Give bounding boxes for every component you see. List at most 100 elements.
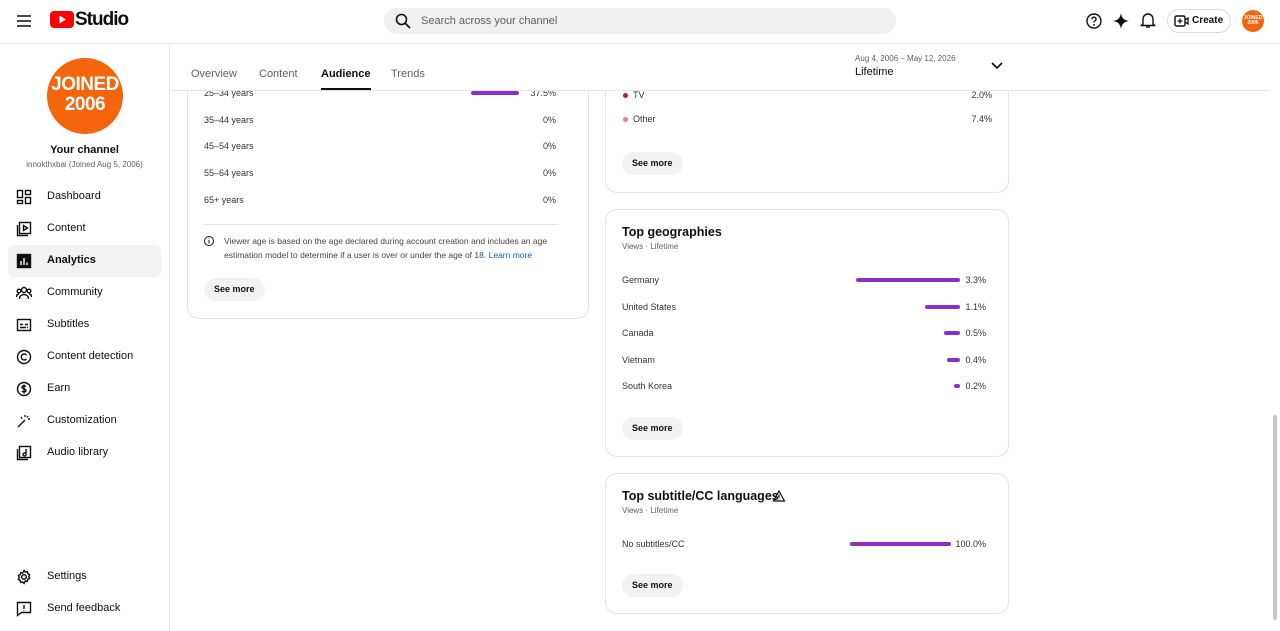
card-subtitle: Views · Lifetime [622, 506, 679, 515]
row-value: 0% [542, 114, 556, 125]
avatar-line: 2006 [1247, 20, 1259, 26]
row-value: 37.5% [530, 88, 556, 98]
row-label: Canada [622, 328, 654, 339]
nav-item[interactable]: Customization [8, 405, 161, 437]
nav-item[interactable]: Settings [8, 561, 161, 593]
search-box[interactable]: Search across your channel [384, 8, 896, 34]
nav-item[interactable]: Send feedback [8, 593, 161, 625]
avatar-line: JOINED [51, 74, 119, 95]
analytics-header: Aug 4, 2006 – May 12, 2026 Lifetime Over… [170, 44, 1270, 91]
topbar: Studio Search across your channel Create… [0, 0, 1280, 44]
card-title: Top geographies [622, 225, 722, 239]
nav-icon [16, 317, 32, 333]
nav-item[interactable]: Subtitles [8, 309, 161, 341]
nav-icon [16, 221, 32, 237]
nav-icon-svg [16, 381, 32, 397]
nav-icon [16, 253, 32, 269]
nav-icon [16, 569, 32, 585]
nav-item[interactable]: Audio library [8, 437, 161, 469]
logo-text[interactable]: Studio [75, 9, 129, 30]
info-icon [202, 234, 218, 250]
nav-item[interactable]: Dashboard [8, 181, 161, 213]
avatar-line: JOINED [1243, 15, 1263, 21]
row-label: 25–34 years [204, 88, 254, 98]
nav-icon-svg [17, 415, 30, 428]
scrollbar-thumb[interactable] [1273, 415, 1277, 620]
nav-label: Send feedback [47, 602, 121, 614]
nav-label: Audio library [47, 446, 109, 458]
nav-item[interactable]: Analytics [8, 245, 161, 277]
nav-label: Dashboard [47, 190, 101, 202]
nav-label: Content [47, 222, 86, 234]
nav-icon [16, 349, 32, 365]
nav-item[interactable]: Earn [8, 373, 161, 405]
nav-icon-svg [17, 569, 31, 585]
learn-more-link[interactable]: Learn more [488, 249, 533, 260]
date-range: Aug 4, 2006 – May 12, 2026 [855, 54, 956, 63]
help-icon[interactable] [1086, 13, 1102, 29]
row-value: 0.5% [965, 328, 986, 339]
divider [204, 224, 558, 225]
row-value: 0% [542, 168, 556, 179]
tab[interactable]: Content [259, 68, 298, 80]
row-value: 0% [542, 194, 556, 205]
note-text: Viewer age is based on the age declared … [224, 236, 548, 260]
menu-button[interactable] [16, 13, 32, 29]
see-more-button[interactable]: See more [622, 574, 683, 597]
tab[interactable]: Audience [321, 68, 371, 80]
nav-label: Analytics [47, 254, 96, 266]
nav-icon [15, 285, 33, 301]
bar [856, 278, 960, 282]
info-icon-svg [204, 236, 214, 246]
nav-item[interactable]: Community [8, 277, 161, 309]
see-more-button[interactable]: See more [622, 152, 683, 175]
nav-icon-svg [16, 189, 32, 205]
nav-label: Content detection [47, 350, 134, 362]
card-title: Top subtitle/CC languages [622, 489, 779, 503]
nav-icon-svg [16, 253, 32, 269]
create-button[interactable]: Create [1167, 9, 1231, 33]
row-label: Other [633, 114, 656, 124]
nav-label: Earn [47, 382, 71, 394]
nav-label: Subtitles [47, 318, 90, 330]
nav-icon-svg [16, 445, 32, 461]
row-value: 7.4% [971, 114, 992, 124]
channel-title: Your channel [50, 144, 119, 156]
row-label: South Korea [622, 381, 673, 392]
row-value: 0.4% [965, 354, 986, 365]
sparkle-icon[interactable] [1113, 13, 1129, 29]
legend-dot [623, 93, 628, 98]
date-range-chevron[interactable] [991, 62, 1003, 70]
bar [953, 384, 960, 389]
nav-icon [16, 381, 32, 397]
account-avatar[interactable]: JOINED 2006 [1242, 10, 1264, 32]
tab[interactable]: Trends [391, 68, 425, 80]
nav-label: Community [47, 286, 103, 298]
row-value: 0.2% [965, 381, 986, 392]
nav-item[interactable]: Content detection [8, 341, 161, 373]
avatar-line: 2006 [64, 94, 106, 115]
see-more-button[interactable]: See more [622, 417, 683, 440]
legend-dot [623, 117, 628, 122]
nav-item[interactable]: Content [8, 213, 161, 245]
see-more-button[interactable]: See more [204, 278, 265, 301]
search-placeholder: Search across your channel [421, 15, 558, 27]
nav-icon-svg [15, 286, 33, 300]
warning-icon [772, 489, 788, 505]
nav-icon [16, 189, 32, 205]
age-note: Viewer age is based on the age declared … [224, 235, 559, 262]
card-subtitle: Views · Lifetime [622, 242, 679, 251]
row-value: 3.3% [965, 275, 986, 285]
row-label: 55–64 years [204, 168, 254, 179]
logo-icon[interactable] [50, 11, 74, 28]
nav-icon [16, 601, 32, 617]
date-range-label: Lifetime [855, 66, 894, 78]
row-label: No subtitles/CC [622, 539, 685, 549]
tab[interactable]: Overview [191, 68, 237, 80]
nav-icon-svg [16, 221, 32, 237]
notifications-icon[interactable] [1140, 12, 1156, 29]
nav-icon-svg [16, 601, 32, 617]
channel-avatar[interactable]: JOINED 2006 [47, 58, 123, 134]
bar [944, 331, 960, 336]
